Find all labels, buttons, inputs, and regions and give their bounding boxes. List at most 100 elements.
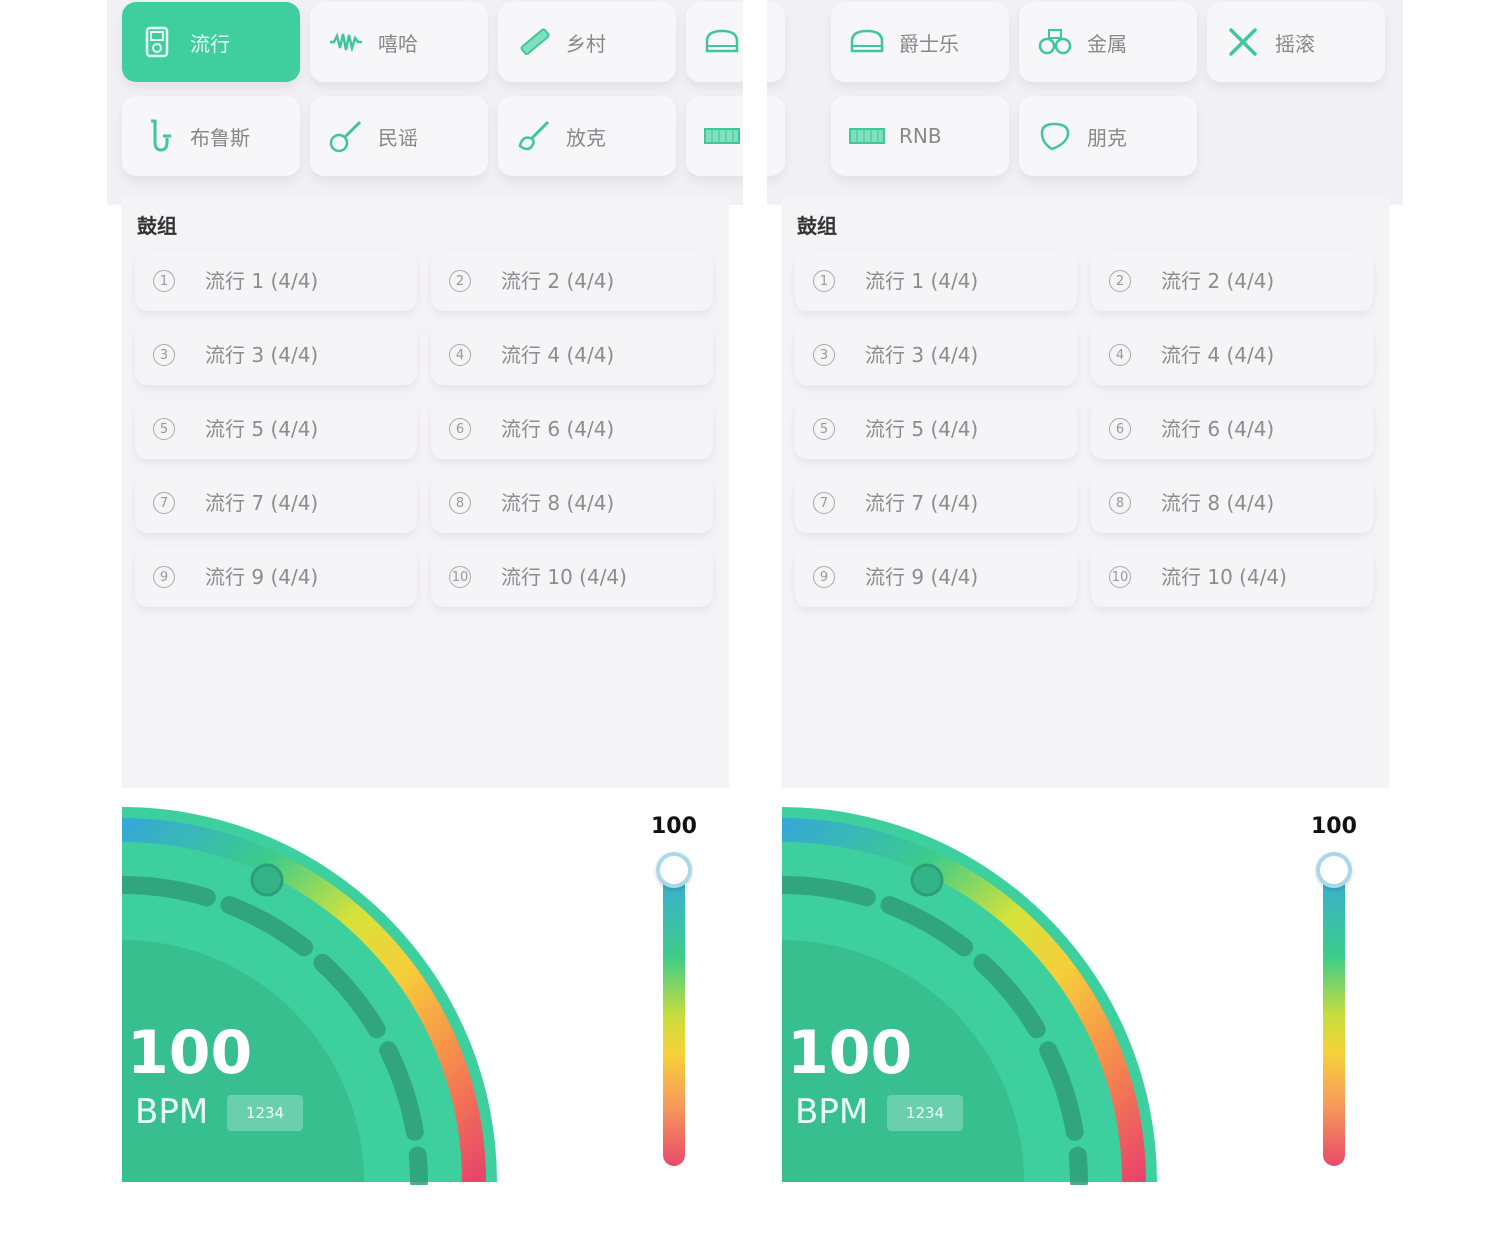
- drum-pattern-label: 流行 9 (4/4): [865, 565, 979, 589]
- item-number: 3: [813, 344, 835, 366]
- genre-button-hiphop[interactable]: 嘻哈: [310, 2, 488, 82]
- item-number: 1: [153, 270, 175, 292]
- drum-pattern-label: 流行 8 (4/4): [1161, 491, 1275, 515]
- item-number: 5: [153, 418, 175, 440]
- genre-label: 摇滚: [1275, 31, 1315, 56]
- genre-label: 嘻哈: [378, 31, 418, 56]
- genre-button-piano[interactable]: [686, 2, 743, 82]
- volume-slider-value: 100: [1311, 814, 1357, 839]
- item-number: 8: [1109, 492, 1131, 514]
- tempo-dial[interactable]: [782, 800, 1182, 1185]
- genre-label: 布鲁斯: [190, 125, 250, 150]
- drum-pattern-label: 流行 7 (4/4): [205, 491, 319, 515]
- tap-tempo-button[interactable]: 1234: [887, 1095, 963, 1131]
- genre-button-jazz[interactable]: 爵士乐: [831, 2, 1009, 82]
- volume-slider-handle[interactable]: [1316, 852, 1352, 888]
- piano-icon: [849, 24, 885, 60]
- genre-button-rock[interactable]: 摇滚: [1207, 2, 1385, 82]
- section-title: 鼓组: [797, 214, 837, 238]
- genre-button-partial[interactable]: [767, 2, 785, 82]
- drum-kit-icon: [1037, 24, 1073, 60]
- genre-button-keyboard[interactable]: [686, 96, 743, 176]
- drum-pattern-label: 流行 5 (4/4): [865, 417, 979, 441]
- left-screen: 流行 嘻哈 乡村 布鲁斯: [107, 0, 743, 1256]
- genre-grid: 爵士乐 金属 摇滚 RNB 朋克: [767, 0, 1403, 205]
- genre-button-pop[interactable]: 流行: [122, 2, 300, 82]
- genre-label: 乡村: [566, 31, 606, 56]
- drum-pattern-button[interactable]: 9 流行 9 (4/4): [135, 547, 417, 607]
- drum-pattern-button[interactable]: 3 流行 3 (4/4): [795, 325, 1077, 385]
- genre-button-funk[interactable]: 放克: [498, 96, 676, 176]
- drum-pattern-button[interactable]: 7 流行 7 (4/4): [795, 473, 1077, 533]
- volume-slider-track[interactable]: [663, 866, 685, 1166]
- guitar-icon: [328, 118, 364, 154]
- drum-pattern-button[interactable]: 1 流行 1 (4/4): [135, 251, 417, 311]
- item-number: 4: [1109, 344, 1131, 366]
- drum-pattern-label: 流行 2 (4/4): [1161, 269, 1275, 293]
- keyboard-icon: [704, 118, 740, 154]
- drum-pattern-label: 流行 1 (4/4): [205, 269, 319, 293]
- drum-pattern-button[interactable]: 7 流行 7 (4/4): [135, 473, 417, 533]
- drum-pattern-button[interactable]: 3 流行 3 (4/4): [135, 325, 417, 385]
- tempo-dial-knob: [250, 863, 284, 897]
- item-number: 7: [813, 492, 835, 514]
- drum-pattern-button[interactable]: 2 流行 2 (4/4): [1091, 251, 1373, 311]
- bpm-value: 100: [787, 1018, 913, 1088]
- drum-pattern-button[interactable]: 8 流行 8 (4/4): [431, 473, 713, 533]
- drum-pattern-button[interactable]: 6 流行 6 (4/4): [1091, 399, 1373, 459]
- bpm-value: 100: [127, 1018, 253, 1088]
- tap-tempo-button[interactable]: 1234: [227, 1095, 303, 1131]
- drum-pattern-label: 流行 4 (4/4): [501, 343, 615, 367]
- music-player-icon: [140, 24, 176, 60]
- item-number: 9: [153, 566, 175, 588]
- piano-icon: [704, 24, 740, 60]
- genre-label: 朋克: [1087, 125, 1127, 150]
- tempo-dial-knob: [910, 863, 944, 897]
- drum-pattern-button[interactable]: 1 流行 1 (4/4): [795, 251, 1077, 311]
- drum-pattern-label: 流行 3 (4/4): [205, 343, 319, 367]
- genre-button-rnb[interactable]: RNB: [831, 96, 1009, 176]
- tempo-dial[interactable]: [122, 800, 522, 1185]
- genre-label: 金属: [1087, 31, 1127, 56]
- drum-pattern-label: 流行 4 (4/4): [1161, 343, 1275, 367]
- drum-pattern-button[interactable]: 2 流行 2 (4/4): [431, 251, 713, 311]
- drum-pattern-button[interactable]: 4 流行 4 (4/4): [1091, 325, 1373, 385]
- volume-slider-track[interactable]: [1323, 866, 1345, 1166]
- drum-pattern-label: 流行 10 (4/4): [1161, 565, 1287, 589]
- item-number: 6: [1109, 418, 1131, 440]
- genre-button-punk[interactable]: 朋克: [1019, 96, 1197, 176]
- drum-pattern-button[interactable]: 5 流行 5 (4/4): [795, 399, 1077, 459]
- drum-pattern-button[interactable]: 5 流行 5 (4/4): [135, 399, 417, 459]
- drum-pattern-label: 流行 2 (4/4): [501, 269, 615, 293]
- harmonica-icon: [516, 24, 552, 60]
- drum-pattern-button[interactable]: 10 流行 10 (4/4): [1091, 547, 1373, 607]
- volume-slider-handle[interactable]: [656, 852, 692, 888]
- drum-pattern-label: 流行 6 (4/4): [1161, 417, 1275, 441]
- drum-pattern-button[interactable]: 10 流行 10 (4/4): [431, 547, 713, 607]
- drum-pattern-label: 流行 3 (4/4): [865, 343, 979, 367]
- item-number: 7: [153, 492, 175, 514]
- item-number: 10: [1109, 566, 1131, 588]
- item-number: 9: [813, 566, 835, 588]
- drum-pattern-button[interactable]: 9 流行 9 (4/4): [795, 547, 1077, 607]
- drum-pattern-button[interactable]: 4 流行 4 (4/4): [431, 325, 713, 385]
- drum-pattern-label: 流行 5 (4/4): [205, 417, 319, 441]
- drum-pattern-label: 流行 10 (4/4): [501, 565, 627, 589]
- genre-button-metal[interactable]: 金属: [1019, 2, 1197, 82]
- genre-button-country[interactable]: 乡村: [498, 2, 676, 82]
- drum-pattern-button[interactable]: 6 流行 6 (4/4): [431, 399, 713, 459]
- genre-label: RNB: [899, 124, 942, 148]
- saxophone-icon: [140, 118, 176, 154]
- item-number: 2: [1109, 270, 1131, 292]
- item-number: 8: [449, 492, 471, 514]
- genre-button-folk[interactable]: 民谣: [310, 96, 488, 176]
- genre-button-partial[interactable]: [767, 96, 785, 176]
- drum-pattern-label: 流行 7 (4/4): [865, 491, 979, 515]
- drum-pattern-label: 流行 6 (4/4): [501, 417, 615, 441]
- drum-pattern-button[interactable]: 8 流行 8 (4/4): [1091, 473, 1373, 533]
- drum-pattern-label: 流行 1 (4/4): [865, 269, 979, 293]
- genre-button-blues[interactable]: 布鲁斯: [122, 96, 300, 176]
- genre-grid: 流行 嘻哈 乡村 布鲁斯: [107, 0, 743, 205]
- drum-pattern-label: 流行 9 (4/4): [205, 565, 319, 589]
- volume-slider-value: 100: [651, 814, 697, 839]
